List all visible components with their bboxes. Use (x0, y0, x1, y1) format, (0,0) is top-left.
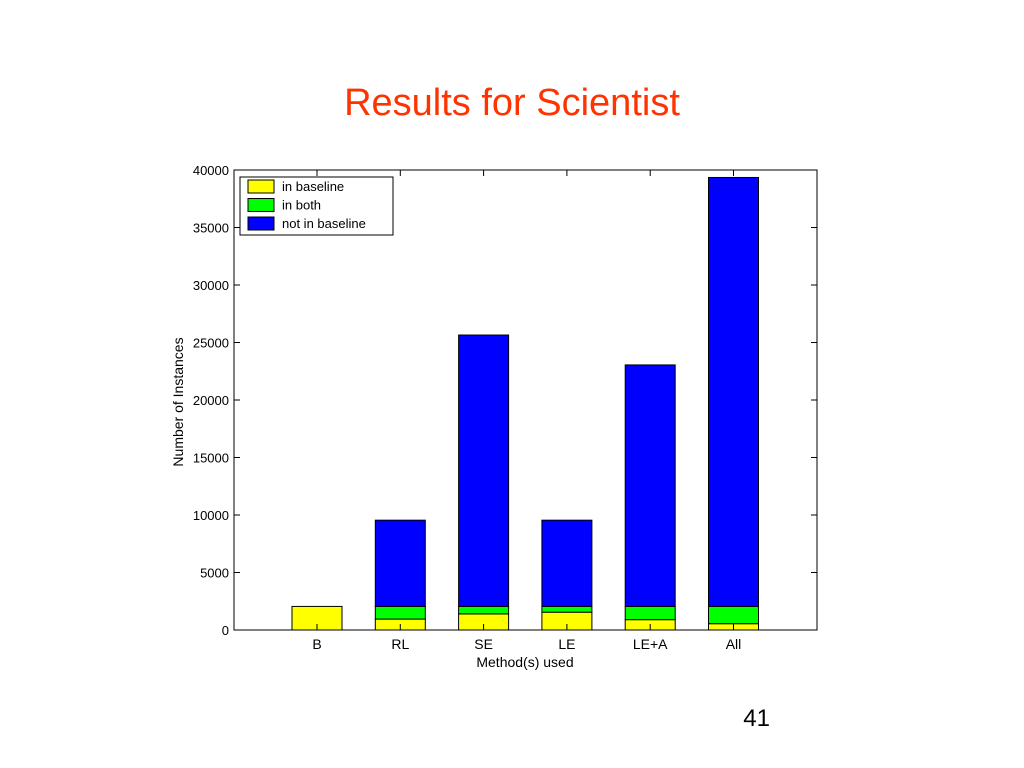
x-tick-label: SE (474, 636, 493, 652)
legend-label: in baseline (282, 179, 344, 194)
x-axis-label: Method(s) used (476, 654, 573, 670)
y-tick-label: 5000 (200, 566, 229, 581)
y-tick-label: 35000 (193, 221, 229, 236)
y-tick-label: 25000 (193, 336, 229, 351)
bar-le-not-in-baseline (541, 519, 593, 607)
x-axis: B RL SE LE LE+A All (312, 170, 741, 652)
y-axis: 0 5000 10000 15000 20000 25000 30000 35000 40000 (193, 163, 817, 638)
legend-swatch (247, 179, 275, 194)
x-tick-label: B (312, 636, 321, 652)
y-tick-label: 40000 (193, 163, 229, 178)
bar-all-in-both (708, 605, 759, 625)
x-tick-label: LE+A (633, 636, 668, 652)
y-tick-label: 30000 (193, 278, 229, 293)
bar-all-not-in-baseline (708, 176, 759, 607)
y-tick-label: 10000 (193, 508, 229, 523)
legend-swatch (247, 198, 275, 212)
bar-le-a-not-in-baseline (624, 364, 676, 607)
bar-rl-not-in-baseline (374, 519, 426, 607)
bar-rl-in-both (374, 605, 426, 620)
x-tick-label: RL (391, 636, 409, 652)
bars-layer (291, 176, 759, 631)
legend-label: not in baseline (282, 216, 366, 231)
bar-se-not-in-baseline (458, 334, 510, 607)
page-number: 41 (743, 705, 770, 732)
x-tick-label: All (726, 636, 742, 652)
bar-le-in-both (541, 605, 593, 613)
y-tick-label: 0 (222, 623, 229, 638)
legend-label: in both (282, 198, 321, 213)
legend: in baseline in both not in baseline (239, 176, 394, 236)
bar-se-in-both (458, 605, 510, 615)
slide-title: Results for Scientist (344, 82, 680, 124)
y-axis-label: Number of Instances (170, 337, 186, 466)
y-tick-label: 20000 (193, 393, 229, 408)
y-tick-label: 15000 (193, 451, 229, 466)
legend-swatch (247, 216, 275, 231)
x-tick-label: LE (558, 636, 575, 652)
bar-le-a-in-both (624, 605, 676, 621)
